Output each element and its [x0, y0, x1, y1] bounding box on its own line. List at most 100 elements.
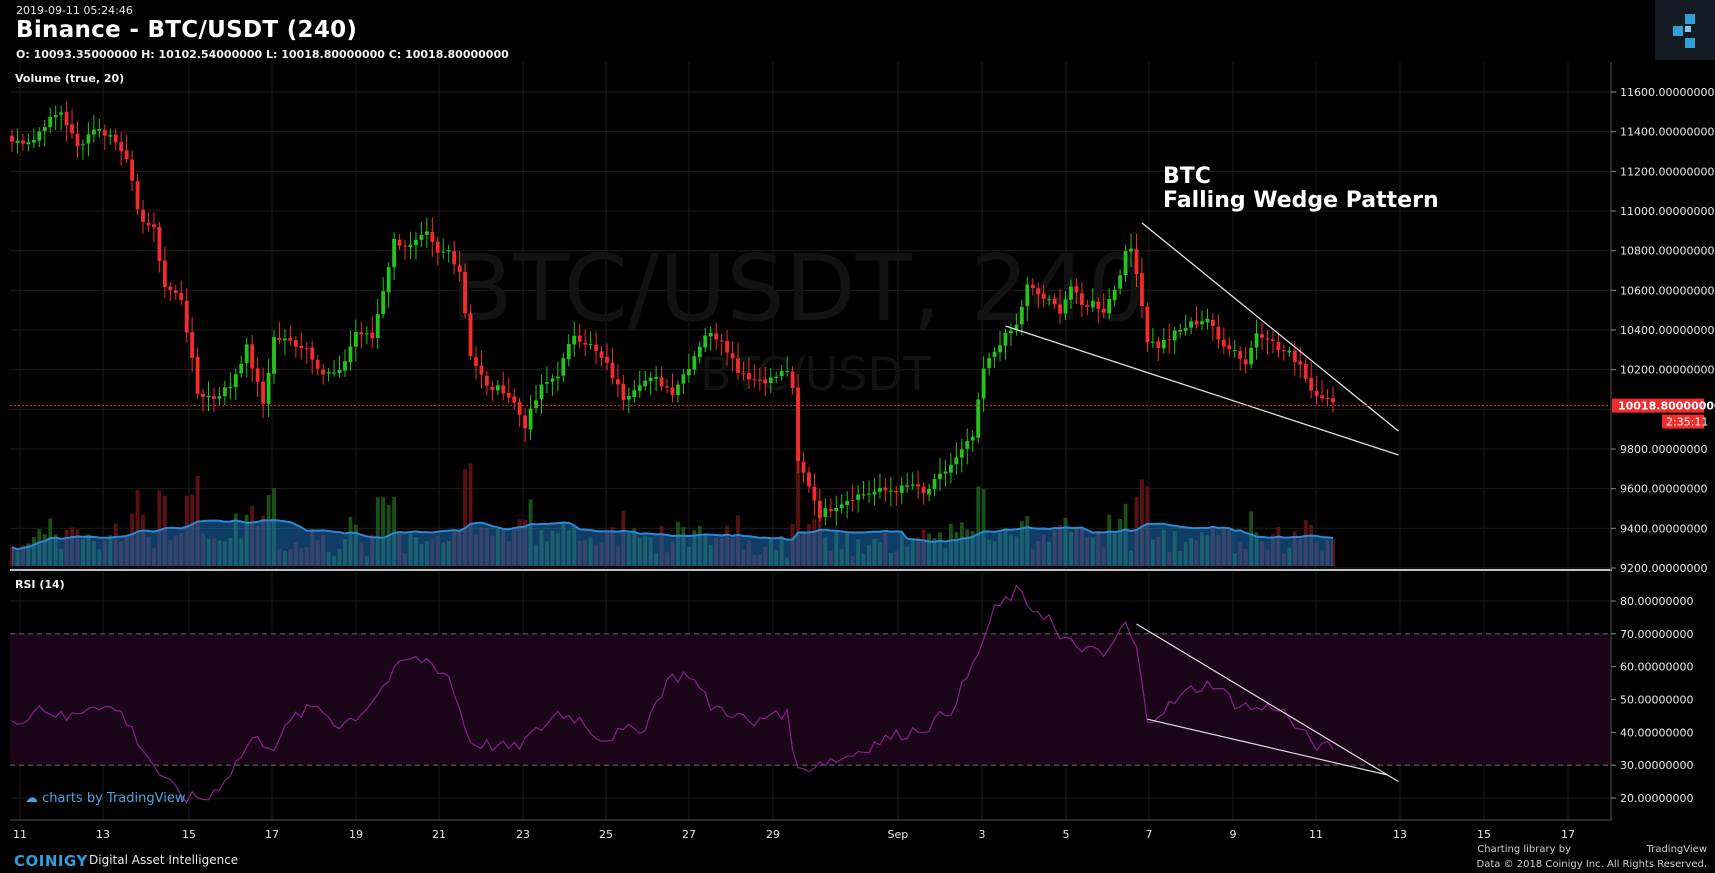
time-axis-label: 25: [599, 828, 613, 841]
candle: [119, 142, 124, 152]
time-axis-label: 27: [682, 828, 696, 841]
candle: [670, 387, 675, 396]
coinigy-logo[interactable]: [1655, 0, 1715, 60]
candle: [501, 385, 506, 394]
candle: [430, 232, 435, 242]
candle: [1298, 361, 1303, 365]
candle: [222, 387, 227, 397]
candle: [414, 239, 418, 246]
price-axis[interactable]: 11600.00000000 11400.00000000 11200.000000…: [1611, 86, 1714, 575]
candle: [91, 129, 96, 135]
candle: [1118, 275, 1123, 289]
candle: [1112, 289, 1117, 301]
candle: [856, 494, 861, 500]
candle: [1041, 293, 1046, 299]
last-price-badge: [1612, 398, 1704, 413]
volume-indicator-title: Volume (true, 20): [15, 72, 124, 85]
candle: [1058, 304, 1062, 314]
tradingview-credit[interactable]: TradingView: [1646, 844, 1707, 855]
time-axis-label: 7: [1146, 828, 1153, 841]
candle: [157, 226, 162, 262]
candle: [1003, 332, 1008, 346]
rsi-axis[interactable]: 80.00000000 70.00000000 60.00000000 50.0000…: [1611, 595, 1693, 805]
time-axis-label: 13: [96, 828, 110, 841]
candle: [452, 251, 457, 265]
candle: [801, 461, 806, 473]
candle: [697, 346, 702, 358]
candle: [850, 500, 855, 502]
candle: [1009, 330, 1013, 334]
candle: [1194, 320, 1199, 325]
candle: [484, 375, 489, 386]
candle: [299, 345, 304, 349]
candle: [375, 314, 380, 339]
candle: [1249, 347, 1254, 365]
brand-logo[interactable]: COINIGY: [14, 852, 88, 870]
candle: [965, 441, 970, 449]
candle: [752, 379, 757, 381]
volume-bar: [381, 496, 386, 566]
rsi-wedge-upper-line[interactable]: [1136, 623, 1399, 783]
candle: [48, 116, 53, 128]
candle: [921, 486, 926, 494]
candle: [763, 379, 768, 384]
candle: [1303, 364, 1308, 379]
candle: [1271, 339, 1275, 341]
candle: [686, 369, 691, 376]
wedge-lower-line[interactable]: [1005, 325, 1399, 456]
candle: [474, 357, 478, 366]
candle: [981, 368, 986, 399]
candle: [293, 340, 298, 347]
page-title: Binance - BTC/USDT (240): [16, 17, 358, 43]
candle: [124, 150, 129, 160]
candle: [823, 508, 828, 517]
tradingview-badge[interactable]: ☁ charts by TradingView: [25, 791, 185, 806]
candle: [239, 363, 244, 374]
candle: [550, 378, 555, 382]
candle: [37, 131, 42, 141]
candle: [534, 400, 538, 408]
candle: [1178, 329, 1183, 332]
candle: [332, 372, 336, 374]
candle: [217, 396, 222, 399]
volume-bar: [157, 490, 162, 566]
time-axis-label: 11: [1309, 828, 1323, 841]
annotation-line-2: Falling Wedge Pattern: [1163, 188, 1439, 213]
timestamp: 2019-09-11 05:24:46: [16, 4, 133, 17]
annotation-line-1: BTC: [1163, 164, 1211, 189]
candle: [632, 390, 637, 397]
candle: [195, 356, 200, 394]
time-axis[interactable]: 11 13 15 17 19 21 23 25 27 29 Sep 3 5 7 9 11 13 15 17: [13, 828, 1575, 841]
candle: [954, 457, 959, 465]
candle: [272, 337, 276, 374]
candle: [1161, 339, 1166, 349]
candle: [1200, 321, 1204, 325]
candle: [26, 142, 31, 145]
candle: [168, 286, 173, 290]
wedge-upper-line[interactable]: [1141, 222, 1399, 432]
candle: [1276, 341, 1281, 351]
candle: [747, 372, 751, 380]
candle: [861, 494, 866, 496]
candle: [1287, 350, 1292, 353]
candle: [184, 300, 189, 333]
price-axis-label: 9200.00000000: [1620, 562, 1707, 575]
candle: [998, 345, 1002, 353]
candle: [790, 371, 795, 389]
candle: [1069, 286, 1073, 300]
candle: [714, 333, 719, 340]
rsi-axis-label: 60.00000000: [1620, 661, 1693, 674]
rsi-wedge-lower-line[interactable]: [1147, 718, 1388, 776]
candle: [878, 488, 882, 492]
footer-bar: [0, 840, 1715, 873]
price-axis-label: 9600.00000000: [1620, 483, 1707, 496]
tradingview-badge-label: charts by TradingView: [42, 791, 186, 806]
candle: [725, 341, 729, 353]
candle: [992, 351, 997, 357]
candle: [277, 337, 282, 341]
candle: [555, 376, 560, 379]
candle: [648, 377, 653, 382]
candle: [1331, 398, 1335, 403]
volume-bar: [981, 488, 986, 566]
